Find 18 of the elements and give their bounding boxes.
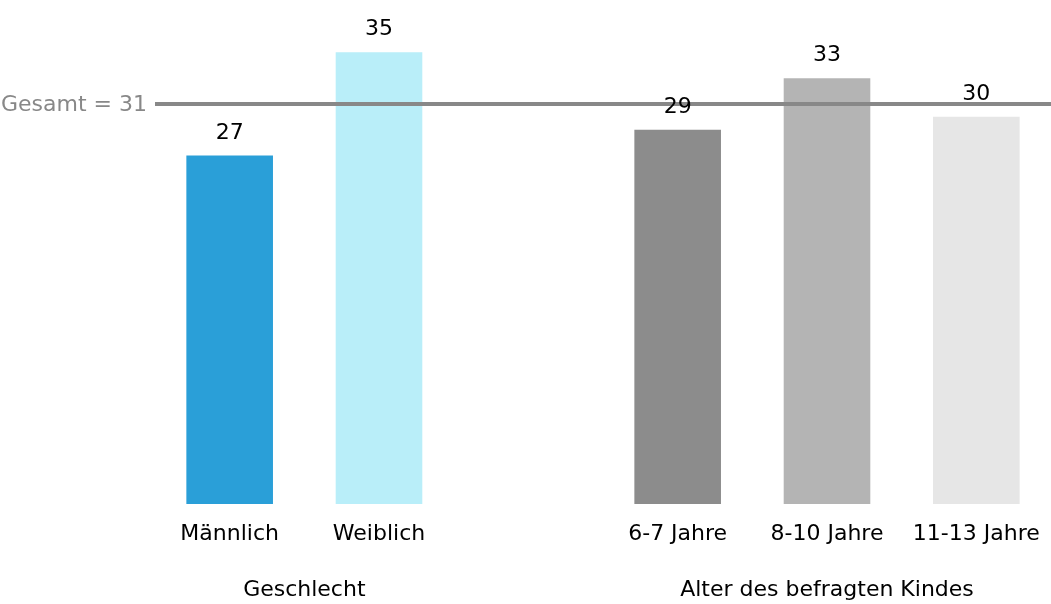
data-label: 35	[365, 15, 393, 41]
bar	[186, 155, 273, 504]
bar	[933, 116, 1020, 504]
data-label: 29	[663, 92, 692, 118]
data-label: 27	[215, 118, 244, 144]
ref-line-label: Gesamt = 31	[1, 90, 147, 116]
bar	[335, 52, 423, 504]
data-label: 33	[813, 41, 841, 67]
x-tick-label: Weiblich	[332, 519, 426, 545]
x-tick-label: Männlich	[180, 519, 279, 545]
text: Alter des befragten Kindes	[680, 576, 974, 601]
x-tick-label: 6-7 Jahre	[628, 519, 728, 545]
bar	[783, 78, 871, 504]
data-label: 30	[962, 79, 991, 105]
bar	[634, 129, 721, 504]
x-tick-label: 8-10 Jahre	[770, 519, 884, 545]
x-tick-label: 11-13 Jahre	[912, 519, 1040, 545]
text: Geschlecht	[243, 576, 366, 601]
